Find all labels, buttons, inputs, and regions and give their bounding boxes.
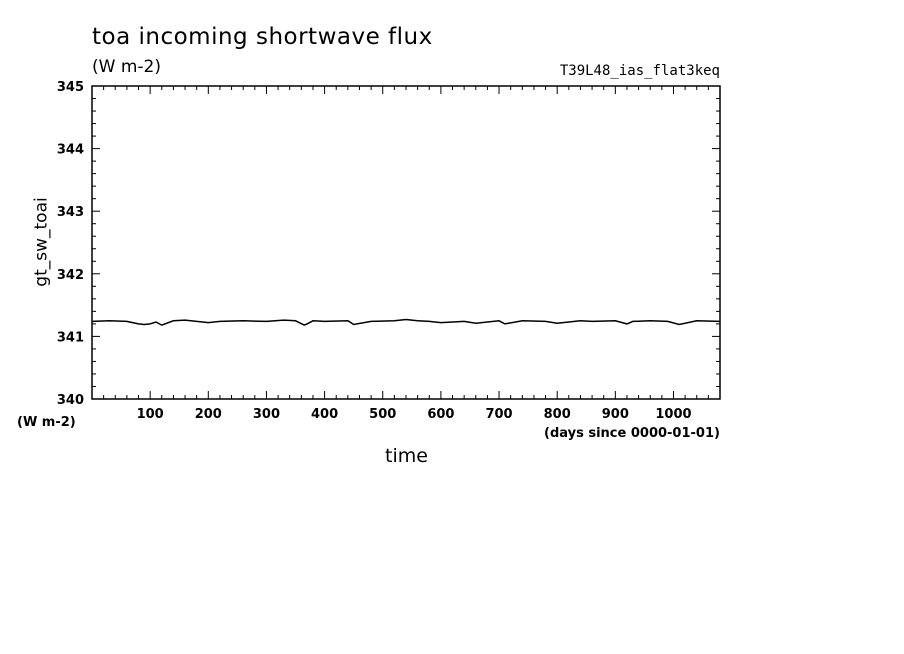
plot-frame <box>91 85 721 400</box>
x-tick-label: 800 <box>544 407 571 422</box>
x-axis-units: (days since 0000-01-01) <box>544 426 720 441</box>
x-tick-label: 900 <box>602 407 629 422</box>
x-tick-label: 400 <box>311 407 338 422</box>
series-line <box>91 318 721 326</box>
x-tick-label: 1000 <box>655 407 691 422</box>
y-tick-label: 344 <box>57 143 84 158</box>
run-label: T39L48_ias_flat3keq <box>559 63 720 79</box>
x-tick-label: 600 <box>427 407 454 422</box>
x-tick-label: 300 <box>253 407 280 422</box>
y-tick-label: 341 <box>57 330 84 345</box>
y-axis-units: (W m-2) <box>17 415 76 430</box>
x-axis-label: time <box>385 445 428 467</box>
y-tick-label: 345 <box>57 80 84 95</box>
y-tick-label: 342 <box>57 268 84 283</box>
chart-units: (W m-2) <box>92 57 161 77</box>
x-tick-label: 500 <box>369 407 396 422</box>
y-tick-label: 343 <box>57 205 84 220</box>
y-tick-label: 340 <box>57 393 84 408</box>
x-tick-label: 100 <box>137 407 164 422</box>
chart-title: toa incoming shortwave flux <box>92 24 433 50</box>
x-tick-label: 700 <box>485 407 512 422</box>
x-tick-label: 200 <box>195 407 222 422</box>
